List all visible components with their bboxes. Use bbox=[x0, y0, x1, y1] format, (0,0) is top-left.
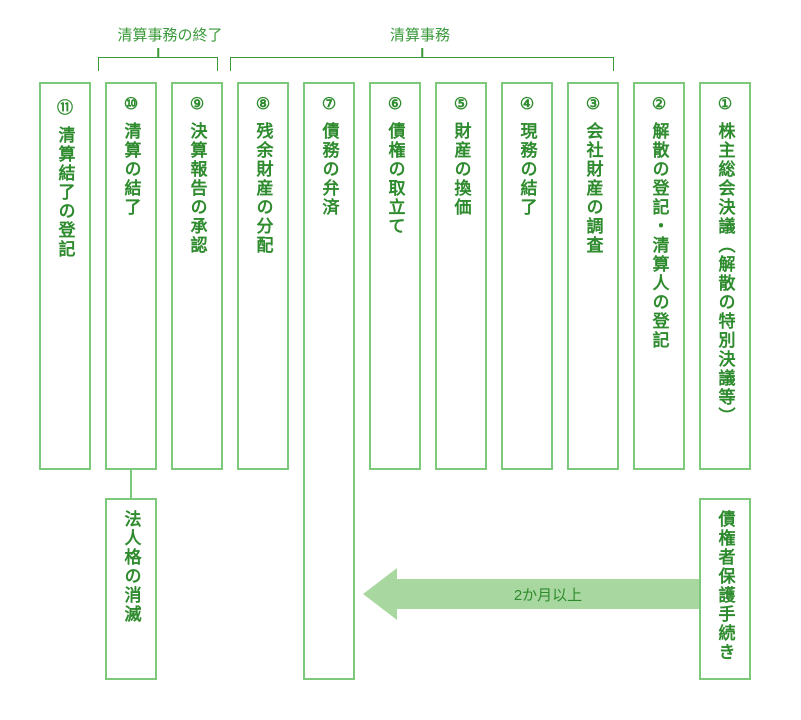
arrow-body: 2か月以上 bbox=[397, 579, 699, 609]
step-text: 株主総会決議（解散の特別決議等） bbox=[713, 122, 738, 426]
group-label-affairs: 清算事務 bbox=[350, 24, 490, 45]
arrow-label: 2か月以上 bbox=[514, 584, 582, 605]
sub-box-text: 債権者保護手続き bbox=[713, 510, 738, 662]
step-10: ⑩ 清算の結了 bbox=[105, 82, 157, 470]
step-2: ② 解散の登記・清算人の登記 bbox=[633, 82, 685, 470]
connector-step10-extinction bbox=[130, 470, 132, 498]
step-5: ⑤ 財産の換価 bbox=[435, 82, 487, 470]
sub-box-extinction: 法人格の消滅 bbox=[105, 498, 157, 680]
step-text: 清算結了の登記 bbox=[53, 126, 78, 259]
step-num: ⑦ bbox=[305, 94, 353, 114]
step-text: 現務の結了 bbox=[515, 122, 540, 217]
group-label-closing: 清算事務の終了 bbox=[100, 24, 240, 45]
step-text: 会社財産の調査 bbox=[581, 122, 606, 255]
step-8: ⑧ 残余財産の分配 bbox=[237, 82, 289, 470]
step-3: ③ 会社財産の調査 bbox=[567, 82, 619, 470]
step-num: ⑧ bbox=[239, 94, 287, 114]
step-11: ⑪ 清算結了の登記 bbox=[39, 82, 91, 470]
step-7: ⑦ 債務の弁済 bbox=[303, 82, 355, 680]
brace-affairs bbox=[230, 57, 614, 71]
liquidation-flow-diagram: 清算事務の終了 清算事務 ⑪ 清算結了の登記 ⑩ 清算の結了 ⑨ 決算報告の承認… bbox=[0, 0, 801, 720]
step-text: 清算の結了 bbox=[119, 122, 144, 217]
step-num: ⑪ bbox=[41, 94, 89, 118]
step-4: ④ 現務の結了 bbox=[501, 82, 553, 470]
step-num: ⑥ bbox=[371, 94, 419, 114]
step-text: 残余財産の分配 bbox=[251, 122, 276, 255]
arrow-head bbox=[363, 568, 397, 620]
brace-closing bbox=[98, 57, 218, 71]
step-num: ⑨ bbox=[173, 94, 221, 114]
step-6: ⑥ 債権の取立て bbox=[369, 82, 421, 470]
step-text: 債務の弁済 bbox=[317, 122, 342, 217]
step-num: ③ bbox=[569, 94, 617, 114]
step-text: 決算報告の承認 bbox=[185, 122, 210, 255]
sub-box-text: 法人格の消滅 bbox=[119, 510, 144, 624]
step-1: ① 株主総会決議（解散の特別決議等） bbox=[699, 82, 751, 470]
step-text: 債権の取立て bbox=[383, 122, 408, 236]
step-num: ② bbox=[635, 94, 683, 114]
step-text: 財産の換価 bbox=[449, 122, 474, 217]
sub-box-creditor: 債権者保護手続き bbox=[699, 498, 751, 680]
step-num: ① bbox=[701, 94, 749, 114]
step-num: ④ bbox=[503, 94, 551, 114]
step-num: ⑤ bbox=[437, 94, 485, 114]
step-text: 解散の登記・清算人の登記 bbox=[647, 122, 672, 350]
step-9: ⑨ 決算報告の承認 bbox=[171, 82, 223, 470]
step-num: ⑩ bbox=[107, 94, 155, 114]
